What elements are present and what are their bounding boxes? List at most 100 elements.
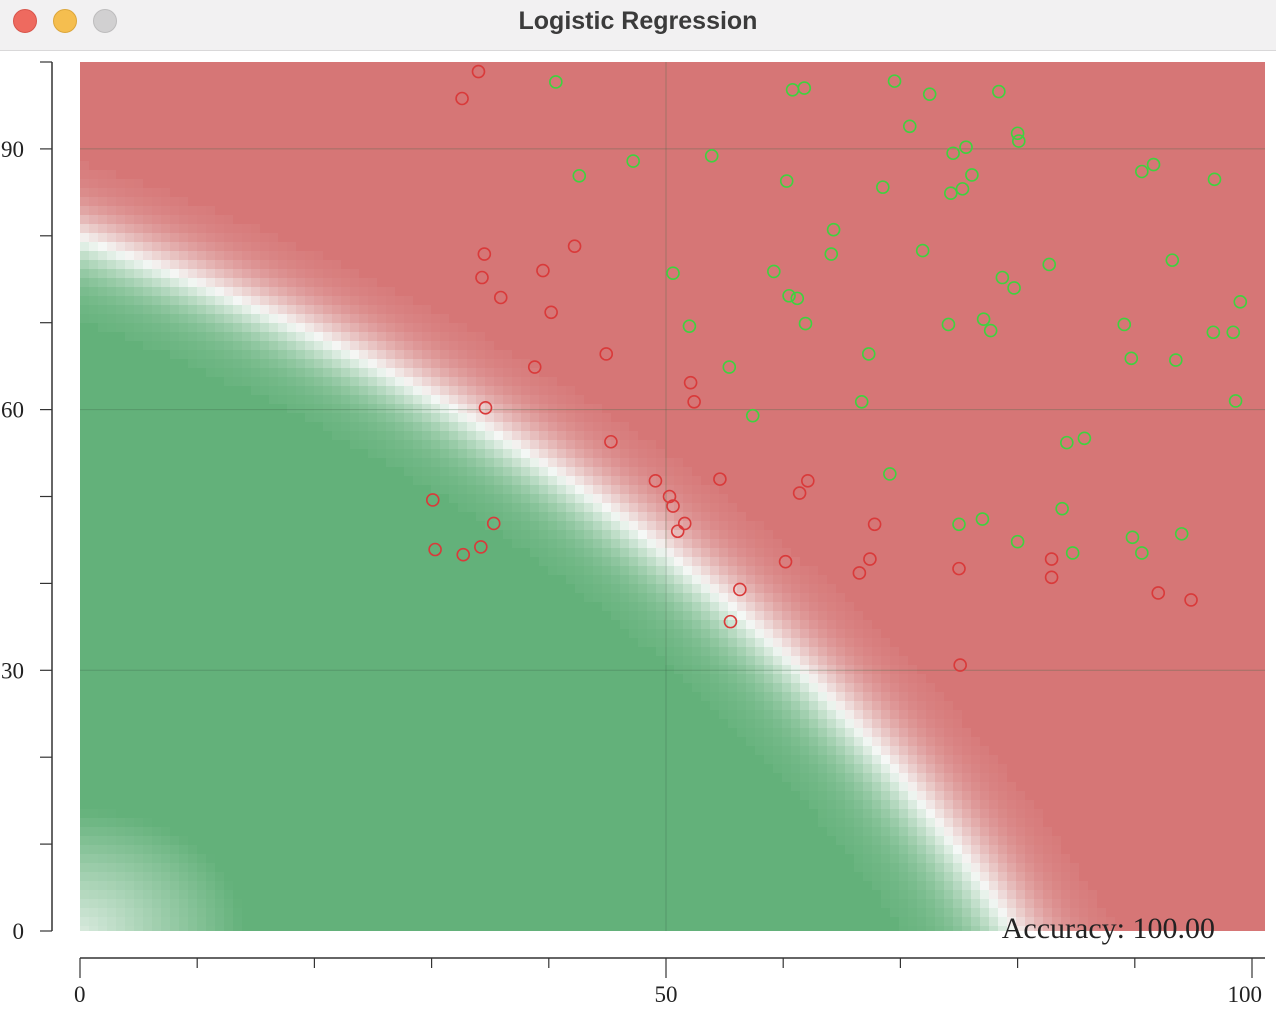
region-cell [674,287,683,296]
title-bar: Logistic Regression [0,0,1276,51]
region-cell [440,224,449,233]
region-cell [269,161,278,170]
minimize-icon[interactable] [53,9,77,33]
region-cell [350,422,359,431]
region-cell [224,314,233,323]
region-cell [611,323,620,332]
region-cell [548,134,557,143]
region-cell [377,440,386,449]
region-cell [800,566,809,575]
region-cell [872,521,881,530]
region-cell [701,404,710,413]
region-cell [404,341,413,350]
region-cell [125,899,134,908]
region-cell [269,215,278,224]
region-cell [728,548,737,557]
region-cell [530,530,539,539]
region-cell [638,431,647,440]
region-cell [872,215,881,224]
region-cell [395,242,404,251]
region-cell [809,107,818,116]
region-cell [611,224,620,233]
region-cell [539,494,548,503]
region-cell [593,503,602,512]
region-cell [368,116,377,125]
region-cell [719,701,728,710]
region-cell [791,170,800,179]
region-cell [764,584,773,593]
region-cell [161,206,170,215]
region-cell [575,224,584,233]
close-icon[interactable] [13,9,37,33]
region-cell [215,314,224,323]
region-cell [755,125,764,134]
region-cell [818,440,827,449]
region-cell [494,494,503,503]
region-cell [593,314,602,323]
region-cell [395,413,404,422]
region-cell [233,206,242,215]
region-cell [620,71,629,80]
maximize-icon[interactable] [93,9,117,33]
region-cell [422,359,431,368]
region-cell [215,323,224,332]
region-cell [854,530,863,539]
region-cell [134,908,143,917]
region-cell [764,566,773,575]
region-cell [476,368,485,377]
region-cell [404,125,413,134]
region-cell [377,287,386,296]
region-cell [440,260,449,269]
region-cell [575,278,584,287]
region-cell [134,161,143,170]
region-cell [80,908,89,917]
region-cell [764,62,773,71]
region-cell [512,332,521,341]
region-cell [665,656,674,665]
region-cell [800,512,809,521]
region-cell [467,305,476,314]
region-cell [296,161,305,170]
region-cell [620,476,629,485]
region-cell [737,431,746,440]
region-cell [476,341,485,350]
region-cell [188,143,197,152]
region-cell [485,152,494,161]
region-cell [125,260,134,269]
region-cell [521,197,530,206]
region-cell [620,620,629,629]
region-cell [125,215,134,224]
region-cell [413,251,422,260]
region-cell [467,242,476,251]
region-cell [656,359,665,368]
region-cell [782,602,791,611]
region-cell [863,836,872,845]
region-cell [809,692,818,701]
region-cell [854,80,863,89]
region-cell [521,125,530,134]
region-cell [602,296,611,305]
region-cell [557,269,566,278]
region-cell [665,161,674,170]
region-cell [179,278,188,287]
region-cell [710,512,719,521]
region-cell [665,359,674,368]
region-cell [728,314,737,323]
region-cell [683,215,692,224]
region-cell [125,818,134,827]
region-cell [170,314,179,323]
region-cell [656,611,665,620]
region-cell [746,494,755,503]
region-cell [170,89,179,98]
region-cell [422,467,431,476]
region-cell [836,107,845,116]
region-cell [341,170,350,179]
region-cell [368,404,377,413]
region-cell [737,134,746,143]
region-cell [701,116,710,125]
region-cell [449,449,458,458]
region-cell [503,368,512,377]
region-cell [656,323,665,332]
region-cell [845,629,854,638]
region-cell [845,449,854,458]
